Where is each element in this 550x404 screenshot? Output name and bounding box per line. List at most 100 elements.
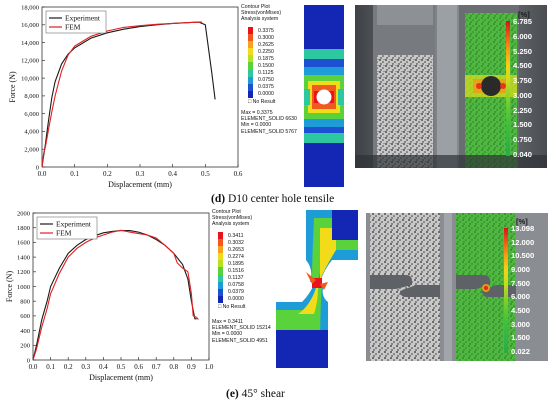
contour-scale-e-row: 0.0379: [218, 288, 268, 296]
contour-scale-d-row: 0.3375: [248, 27, 298, 35]
chart-e-x-axis-label: Displacement (mm): [89, 373, 153, 382]
chart-e-y-tick-label: 400: [20, 328, 30, 335]
contour-scale-e-value: 0.3032: [228, 239, 244, 246]
contour-scale-e-row: 0.2274: [218, 253, 268, 261]
contour-scale-e-row: 0.1516: [218, 267, 268, 275]
contour-scale-e-row: 0.2653: [218, 246, 268, 254]
chart-d-x-tick-label: 0.3: [136, 170, 145, 178]
contour-scale-d-swatch: [248, 76, 253, 84]
contour-scale-d-row: 0.0375: [248, 83, 298, 91]
contour-scale-d-row: 0.3000: [248, 34, 298, 42]
contour-scale-e-swatch: [218, 267, 223, 275]
chart-e-y-tick-label: 0: [27, 357, 30, 364]
contour-scale-d-swatch: [248, 69, 253, 77]
chart-d-x-axis-label: Displacement (mm): [108, 180, 172, 189]
contour-scale-e-swatch: [218, 260, 223, 268]
contour-scale-d-swatch: [248, 55, 253, 63]
caption-e: (e) 45° shear: [226, 388, 285, 400]
contour-footer-e-0: Max = 0.3411: [212, 319, 244, 325]
dic-scale-e-value: 7.500: [511, 278, 531, 288]
contour-key-e: Contour Plot Stress(vonMises) Analysis s…: [212, 209, 292, 228]
contour-footer-e: Max = 0.3411 ELEMENT_SOLID 15214 Min = 0…: [212, 319, 292, 344]
contour-scale-e-row: 0.1137: [218, 274, 268, 282]
chart-e-y-tick-label: 1400: [17, 254, 30, 261]
fem-stress-image-d: [304, 5, 344, 187]
contour-scale-e-swatch: [218, 246, 223, 254]
contour-scale-e-swatch: [218, 288, 223, 296]
caption-e-letter: (e): [226, 388, 239, 400]
contour-scale-d-row: 0.1125: [248, 69, 298, 77]
dic-scale-d-value: 6.000: [513, 31, 533, 41]
chart-e-x-tick-label: 0.2: [64, 363, 73, 371]
dic-scale-e-value: 6.000: [511, 292, 531, 302]
chart-d-y-tick-label: 16,000: [21, 22, 39, 29]
contour-scale-d-row: 0.0000: [248, 90, 298, 98]
chart-e-y-tick-label: 600: [20, 313, 30, 320]
contour-scale-d-value: 0.1500: [258, 63, 274, 70]
dic-scale-e-value: 0.022: [511, 347, 531, 356]
contour-key-d: Contour Plot Stress(vonMises) Analysis s…: [241, 4, 316, 23]
chart-e-x-tick-label: 0.9: [187, 363, 196, 371]
contour-scale-e: 0.3411 0.3032 0.2653 0.2274 0.1895 0.1516 0.11…: [218, 232, 268, 312]
contour-footer-d-0: Max = 0.3375: [241, 110, 273, 116]
dic-scale-e-value: 1.500: [511, 333, 531, 343]
dic-scale-d-value: 1.500: [513, 120, 533, 130]
chart-d-y-tick-label: 18,000: [21, 4, 39, 11]
contour-scale-d-row: 0.2625: [248, 41, 298, 49]
contour-scale-e-swatch: [218, 232, 223, 240]
caption-e-text: 45° shear: [238, 388, 285, 400]
contour-title-d-2: Stress(vonMises): [241, 10, 282, 17]
contour-scale-d-swatch: [248, 48, 253, 56]
dic-scale-d-bar: [506, 21, 510, 156]
contour-title-d-3: Analysis system: [241, 16, 279, 23]
chart-d-y-tick-label: 0: [36, 164, 39, 171]
chart-d-x-tick-label: 0.6: [234, 170, 243, 178]
chart-e-y-tick-label: 800: [20, 299, 30, 306]
chart-e-y-tick-label: 200: [20, 343, 30, 350]
contour-scale-e-value: 0.0000: [228, 296, 244, 303]
dic-scale-d-value: 6.785: [513, 17, 533, 26]
contour-scale-d-swatch: [248, 27, 253, 35]
chart-d-x-tick-label: 0.1: [70, 170, 79, 178]
panel-e: 0.0 0.1 0.2 0.3 0.4 0.5 0.6 0.7 0.8 0.9 1.0 0 200 400…: [0, 205, 550, 404]
dic-scale-d-value: 4.500: [513, 61, 533, 71]
dic-scale-d-value: 5.250: [513, 46, 533, 56]
contour-scale-e-row: 0.1895: [218, 260, 268, 268]
chart-d-series-fem-line: [41, 21, 203, 168]
contour-title-e-2: Stress(vonMises): [212, 215, 253, 222]
chart-d-y-axis-label: Force (N): [8, 71, 17, 103]
contour-scale-d-value: 0.0750: [258, 77, 274, 84]
dic-scale-e-unit: [%]: [516, 217, 528, 226]
chart-d-y-tick-label: 14,000: [21, 40, 39, 47]
contour-scale-d-value: 0.3000: [258, 34, 274, 41]
contour-scale-d-row: 0.1875: [248, 55, 298, 63]
chart-e-y-tick-label: 2000: [17, 210, 30, 217]
contour-scale-d-swatch: [248, 34, 253, 42]
chart-e-y-axis-label: Force (N): [5, 271, 14, 303]
dic-scale-e-value: 10.500: [511, 251, 535, 261]
chart-e-x-tick-label: 0.6: [134, 363, 143, 371]
chart-e-legend-label: FEM: [56, 229, 72, 238]
contour-scale-e-swatch: [218, 274, 223, 282]
chart-d-x-tick-label: 0.4: [168, 170, 177, 178]
contour-scale-e-value: 0.1137: [228, 275, 244, 282]
contour-scale-d-value: 0.0000: [258, 91, 274, 98]
chart-e-x-tick-label: 1.0: [205, 363, 214, 371]
chart-d-x-tick-label: 0.5: [201, 170, 210, 178]
chart-e-x-tick-label: 0.1: [46, 363, 55, 371]
contour-scale-d-value: 0.2250: [258, 48, 274, 55]
contour-footer-e-3: ELEMENT_SOLID 4951: [212, 337, 268, 344]
chart-e-x-tick-label: 0.8: [169, 363, 178, 371]
contour-scale-e-row: 0.0000: [218, 295, 268, 303]
contour-scale-d-row: 0.1500: [248, 62, 298, 70]
dic-scale-e-bar: [504, 228, 508, 353]
contour-title-d-1: Contour Plot: [241, 4, 270, 10]
contour-footer-d: Max = 0.3375 ELEMENT_SOLID 6630 Min = 0.…: [241, 110, 316, 135]
chart-d-plot-frame: [41, 6, 239, 168]
contour-scale-d-swatch: [248, 41, 253, 49]
dic-scale-d-value: 0.040: [513, 150, 533, 159]
dic-scale-d-value: 2.250: [513, 105, 533, 115]
panel-d: 0.0 0.1 0.2 0.3 0.4 0.5 0.6 0 2,000 4,000 6,000 8,0…: [8, 4, 547, 205]
chart-d-y-tick-label: 6,000: [24, 111, 39, 118]
